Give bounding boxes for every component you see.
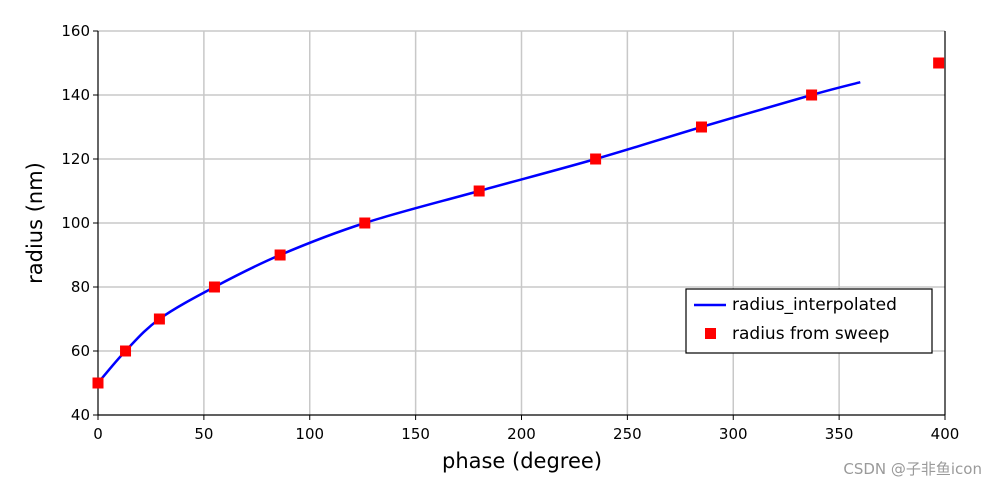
scatter-point-radius-from-sweep [473,185,485,197]
x-tick-label: 0 [93,425,103,443]
y-tick-label: 100 [61,214,90,232]
grid-lines [98,30,945,415]
x-tick-label: 350 [825,425,854,443]
x-axis-title: phase (degree) [442,449,602,473]
y-tick-label: 60 [71,342,90,360]
legend-label-sweep: radius from sweep [732,324,889,344]
y-tick-label: 160 [61,22,90,40]
scatter-point-radius-from-sweep [274,249,286,261]
scatter-point-radius-from-sweep [359,217,371,229]
scatter-point-radius-from-sweep [695,121,707,133]
x-tick-label: 200 [507,425,536,443]
y-axis-title: radius (nm) [23,162,47,284]
legend-label-interpolated: radius_interpolated [732,295,897,315]
scatter-point-radius-from-sweep [806,89,818,101]
scatter-point-radius-from-sweep [153,313,165,325]
data-series [92,57,945,389]
x-tick-label: 100 [295,425,324,443]
y-tick-label: 140 [61,86,90,104]
legend-square-swatch [705,328,716,339]
scatter-point-radius-from-sweep [208,281,220,293]
watermark-text: CSDN @子非鱼icon [843,460,982,478]
y-tick-label: 40 [71,406,90,424]
legend-box [685,288,933,354]
legend: radius_interpolated radius from sweep [685,288,933,354]
x-tick-labels: 0 50 100 150 200 250 300 350 400 [93,425,959,443]
x-tick-label: 400 [931,425,960,443]
y-tick-label: 120 [61,150,90,168]
y-tick-label: 80 [71,278,90,296]
scatter-point-radius-from-sweep [590,153,602,165]
x-tick-label: 300 [719,425,748,443]
x-tick-label: 250 [613,425,642,443]
x-tick-label: 150 [401,425,430,443]
y-tick-labels: 40 60 80 100 120 140 160 [61,22,90,424]
x-tick-label: 50 [194,425,213,443]
axes [93,30,946,420]
scatter-point-radius-from-sweep [933,57,945,69]
scatter-point-radius-from-sweep [120,345,132,357]
scatter-point-radius-from-sweep [92,377,104,389]
